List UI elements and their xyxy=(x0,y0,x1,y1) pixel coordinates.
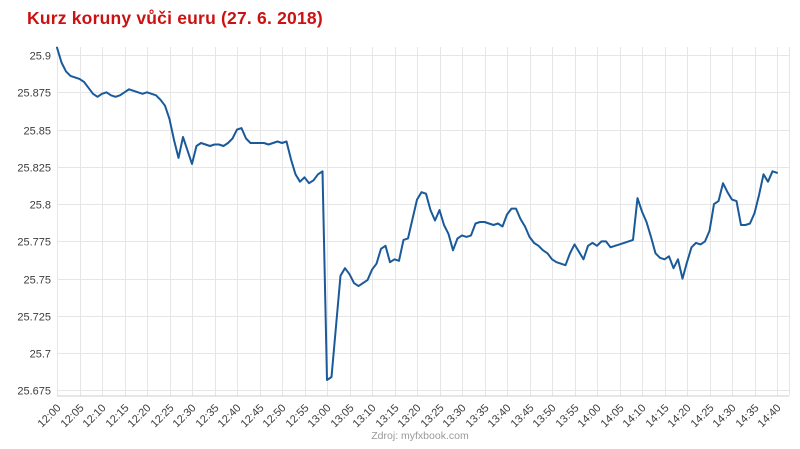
x-tick-label: 14:35 xyxy=(734,402,762,430)
x-tick-label: 14:00 xyxy=(576,402,604,430)
x-tick-label: 12:45 xyxy=(239,402,267,430)
x-tick-label: 12:50 xyxy=(261,402,289,430)
source-label: Zdroj: myfxbook.com xyxy=(371,430,469,442)
x-tick-label: 12:55 xyxy=(284,402,312,430)
x-tick-label: 13:15 xyxy=(374,402,402,430)
price-line xyxy=(56,46,778,381)
y-tick-label: 25.85 xyxy=(23,126,51,138)
x-tick-label: 12:05 xyxy=(59,402,87,430)
x-tick-label: 13:00 xyxy=(306,402,334,430)
x-tick-label: 12:15 xyxy=(104,402,132,430)
x-tick-label: 12:25 xyxy=(149,402,177,430)
x-tick-label: 12:30 xyxy=(171,402,199,430)
x-tick-label: 13:30 xyxy=(441,402,469,430)
y-tick-label: 25.725 xyxy=(17,312,51,324)
x-tick-label: 13:05 xyxy=(329,402,357,430)
y-tick-label: 25.75 xyxy=(23,275,51,287)
x-tick-label: 12:35 xyxy=(194,402,222,430)
x-tick-label: 14:20 xyxy=(666,402,694,430)
x-tick-label: 12:40 xyxy=(216,402,244,430)
x-tick-label: 13:25 xyxy=(419,402,447,430)
y-tick-label: 25.675 xyxy=(17,386,51,398)
x-tick-label: 13:45 xyxy=(509,402,537,430)
x-tick-label: 13:55 xyxy=(554,402,582,430)
x-tick-label: 14:40 xyxy=(756,402,784,430)
x-tick-label: 12:00 xyxy=(36,402,64,430)
x-tick-label: 13:10 xyxy=(351,402,379,430)
y-tick-label: 25.775 xyxy=(17,237,51,249)
y-tick-label: 25.825 xyxy=(17,163,51,175)
x-tick-label: 13:40 xyxy=(486,402,514,430)
x-tick-label: 12:20 xyxy=(126,402,154,430)
x-tick-label: 14:10 xyxy=(621,402,649,430)
x-tick-label: 13:35 xyxy=(464,402,492,430)
x-tick-label: 13:50 xyxy=(531,402,559,430)
y-tick-label: 25.9 xyxy=(30,51,51,63)
y-tick-label: 25.8 xyxy=(30,200,51,212)
x-tick-label: 14:30 xyxy=(711,402,739,430)
x-tick-label: 12:10 xyxy=(81,402,109,430)
y-tick-label: 25.7 xyxy=(30,349,51,361)
x-tick-label: 14:05 xyxy=(599,402,627,430)
x-tick-label: 14:25 xyxy=(689,402,717,430)
x-tick-label: 14:15 xyxy=(644,402,672,430)
x-tick-label: 13:20 xyxy=(396,402,424,430)
chart-title: Kurz koruny vůči euru (27. 6. 2018) xyxy=(27,8,323,28)
y-tick-label: 25.875 xyxy=(17,88,51,100)
